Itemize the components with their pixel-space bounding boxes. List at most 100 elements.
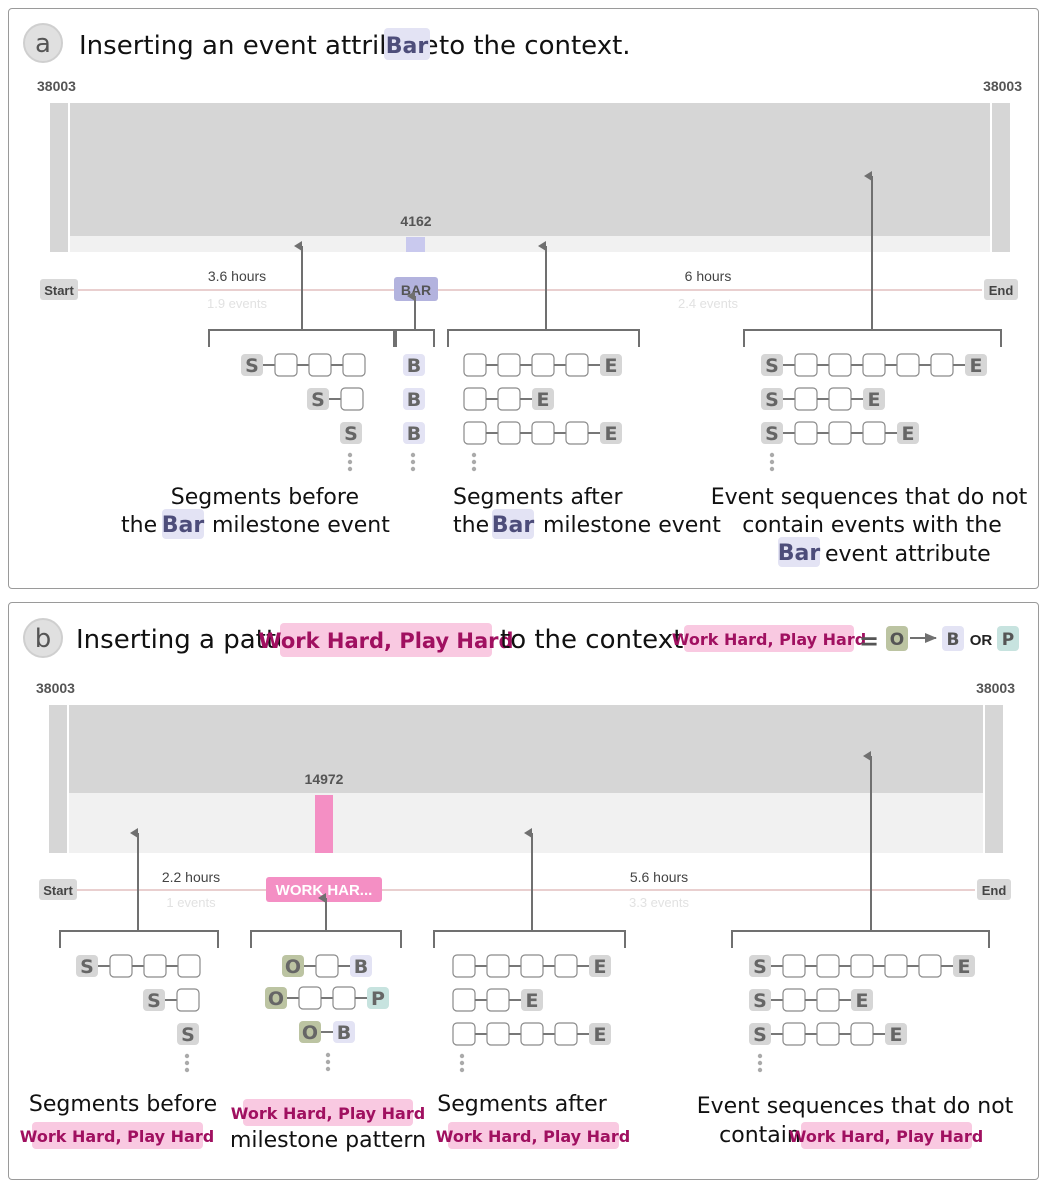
ellipsis-dot <box>471 459 477 465</box>
caption-before-attr-chip <box>162 509 204 539</box>
before-hours: 3.6 hours <box>208 268 266 284</box>
event-box <box>315 954 339 978</box>
event-token-letter: S <box>753 1024 767 1046</box>
left-edge-bar <box>50 103 68 252</box>
left-count: 38003 <box>37 78 76 94</box>
event-box <box>143 954 167 978</box>
matching-band <box>70 236 990 252</box>
event-box <box>816 988 840 1012</box>
seq-after-b-2: E <box>452 988 543 1012</box>
caption-before-b-chip <box>32 1122 203 1149</box>
event-token <box>76 955 98 977</box>
event-token-letter: E <box>605 423 618 445</box>
caption-before-the: the <box>121 513 157 538</box>
ellipsis-dot <box>459 1053 465 1059</box>
event-token <box>863 388 885 410</box>
event-token-letter: E <box>890 1024 903 1046</box>
start-node <box>40 279 78 300</box>
ellipsis-dot <box>410 466 416 472</box>
legend-bar-letter: B <box>947 630 960 650</box>
panel-b-title-pre: Inserting a pattern <box>76 625 319 655</box>
ellipsis-dot <box>757 1053 763 1059</box>
event-token-letter: E <box>537 389 550 411</box>
event-token-letter: E <box>594 1024 607 1046</box>
left-edge-bar-b <box>49 705 67 853</box>
event-token-letter: O <box>302 1022 318 1044</box>
event-box <box>862 353 886 377</box>
event-token-letter: E <box>902 423 915 445</box>
event-token-letter: S <box>765 355 779 377</box>
event-token-letter: S <box>753 956 767 978</box>
bracket-before <box>208 329 395 347</box>
caption-before-milestone: milestone event <box>212 513 390 538</box>
event-token <box>299 1021 321 1043</box>
end-node <box>984 279 1018 300</box>
seq-mile-more <box>410 452 416 472</box>
panel-a-letter-circle <box>23 23 63 63</box>
panel-a-title-pre: Inserting an event attribute <box>79 31 438 61</box>
after-events-b: 3.3 events <box>629 895 689 910</box>
event-token <box>177 1023 199 1045</box>
event-box <box>274 353 298 377</box>
bracket-rest-b <box>731 930 990 948</box>
non-matching-band <box>70 103 990 236</box>
event-box <box>850 1022 874 1046</box>
event-box <box>554 954 578 978</box>
seq-after-b-1: E <box>452 954 611 978</box>
panel-a-letter: a <box>35 29 51 59</box>
event-box <box>828 353 852 377</box>
milestone-count-b: 14972 <box>305 771 344 787</box>
seq-after-3: E <box>463 421 622 445</box>
panel-b-header: b Inserting a pattern Work Hard, Play Ha… <box>23 618 1019 658</box>
event-box <box>782 988 806 1012</box>
ellipsis-dot <box>757 1060 763 1066</box>
caption-rest-b-contain: contain <box>719 1123 801 1148</box>
seq-after-2: E <box>463 387 554 411</box>
panel-b-title-pattern: Work Hard, Play Hard <box>258 629 513 653</box>
caption-after-attr: Bar <box>492 513 535 538</box>
caption-before-b-pattern: Work Hard, Play Hard <box>20 1127 214 1146</box>
event-box <box>109 954 133 978</box>
right-count-b: 38003 <box>976 680 1015 696</box>
bracket-milestone-b <box>250 930 402 948</box>
ellipsis-dot <box>184 1060 190 1066</box>
bracket-before-b <box>59 930 219 948</box>
event-token-letter: E <box>526 990 539 1012</box>
ellipsis-dot <box>410 459 416 465</box>
event-box <box>794 387 818 411</box>
event-token <box>953 955 975 977</box>
bracket-milestone <box>395 329 435 347</box>
event-box <box>497 387 521 411</box>
event-box <box>816 954 840 978</box>
event-box <box>520 1022 544 1046</box>
ellipsis-dot <box>459 1060 465 1066</box>
seq-mile-2: B <box>403 388 425 411</box>
event-box <box>342 353 366 377</box>
legend-play-token <box>997 626 1019 651</box>
attr-chip-bg <box>384 28 430 60</box>
bracket-after-b <box>433 930 626 948</box>
event-token-letter: S <box>147 990 161 1012</box>
caption-after-milestone: milestone event <box>543 513 721 538</box>
seq-rest-b-more <box>757 1053 763 1073</box>
event-token-letter: E <box>594 956 607 978</box>
milestone-label: BAR <box>401 282 431 298</box>
event-token <box>265 987 287 1009</box>
event-box <box>463 387 487 411</box>
legend-or: OR <box>970 632 993 649</box>
seq-mile-1: B <box>403 354 425 377</box>
event-token <box>851 989 873 1011</box>
ellipsis-dot <box>769 459 775 465</box>
milestone-bar <box>406 237 425 252</box>
event-token-letter: E <box>970 355 983 377</box>
event-token <box>333 1021 355 1043</box>
event-token <box>761 388 783 410</box>
event-box <box>850 954 874 978</box>
event-token-letter: S <box>311 389 325 411</box>
caption-rest-b-chip <box>801 1122 972 1149</box>
